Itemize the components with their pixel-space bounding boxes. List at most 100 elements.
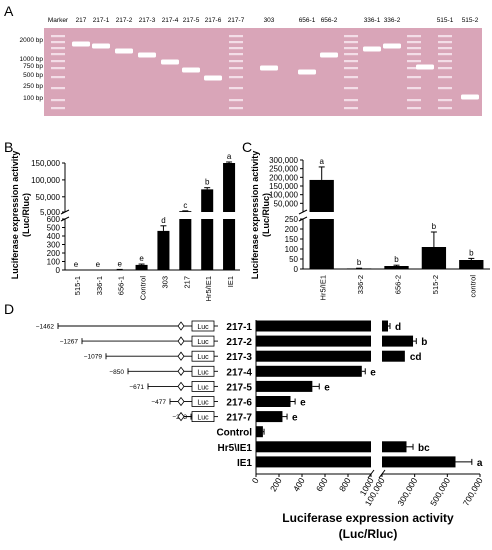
bar: [382, 350, 405, 362]
y-category-label: 217-5: [226, 382, 252, 393]
y-tick-label: 300,000: [269, 156, 298, 165]
bar: [201, 189, 214, 212]
gel-ladder-band: [344, 99, 358, 102]
luc-box-label: Luc: [197, 369, 209, 376]
gel-ladder-band: [344, 87, 358, 90]
significance-letter: c: [183, 201, 187, 210]
construct-start-label: −671: [129, 384, 144, 391]
gel-ladder-band: [229, 99, 243, 102]
tss-diamond-icon: [177, 321, 185, 331]
gel-ladder-band: [51, 41, 65, 44]
gel-band: [138, 52, 156, 58]
gel-lane-label: 303: [264, 17, 275, 24]
gel-ladder-band: [438, 107, 452, 110]
x-tick-label: 300,000: [395, 476, 419, 508]
gel-ladder-band: [229, 47, 243, 50]
gel-lane-label: 217-6: [205, 17, 222, 24]
y-tick-label: 50: [289, 255, 298, 264]
gel-band: [298, 69, 316, 75]
gel-ladder-band: [407, 99, 421, 102]
luc-box-label: Luc: [197, 415, 209, 422]
gel-lane-label: 217-3: [139, 17, 156, 24]
tss-diamond-icon: [177, 366, 185, 376]
x-tick-label: Hr5/IE1: [204, 276, 213, 301]
gel-ladder-band: [438, 41, 452, 44]
bar: [135, 264, 148, 270]
y-tick-label: 0: [294, 265, 299, 274]
bar: [157, 230, 170, 270]
tss-diamond-icon: [177, 351, 185, 361]
gel-lane-label: 656-1: [299, 17, 316, 24]
gel-band: [416, 64, 434, 70]
x-tick-label: IE1: [226, 276, 235, 287]
bar: [459, 260, 484, 269]
gel-marker-label: 750 bp: [23, 63, 43, 70]
gel-marker-label: 250 bp: [23, 83, 43, 90]
gel-band: [260, 65, 278, 71]
gel-ladder-band: [407, 35, 421, 38]
x-tick-label: 800: [337, 476, 353, 494]
gel-ladder-band: [438, 60, 452, 63]
chart-b-ylabel: Luciferase expression activity(Luc/Rluc): [10, 151, 31, 280]
y-tick-label: 150: [285, 235, 299, 244]
gel-ladder-band: [407, 47, 421, 50]
y-tick-label: 100,000: [269, 191, 298, 200]
axis-break-mark: [298, 209, 308, 215]
gel-ladder-band: [229, 76, 243, 79]
y-tick-label: 50,000: [36, 193, 61, 202]
x-tick-label: 400: [291, 476, 307, 494]
gel-ladder-band: [344, 41, 358, 44]
gel-ladder-band: [344, 47, 358, 50]
gel-ladder-band: [407, 67, 421, 70]
gel-ladder-band: [229, 107, 243, 110]
gel-lane-label: 217-2: [116, 17, 133, 24]
y-tick-label: 150,000: [31, 159, 60, 168]
x-tick-label: 515-1: [73, 276, 82, 295]
bar-lower-segment: [201, 219, 214, 270]
gel-band: [204, 75, 222, 81]
gel-lane-label: 217-5: [183, 17, 200, 24]
gel-lane-label: 217: [76, 17, 87, 24]
luc-box-label: Luc: [197, 324, 209, 331]
y-category-label: 217-7: [226, 413, 252, 424]
x-tick-label: 656-2: [393, 275, 402, 294]
bar-lower-segment: [309, 219, 334, 269]
gel-ladder-band: [407, 60, 421, 63]
y-category-label: 217-2: [226, 337, 252, 348]
significance-letter: a: [477, 458, 483, 469]
y-tick-label: 100,000: [31, 176, 60, 185]
gel-ladder-band: [51, 76, 65, 79]
gel-lane-label: 217-1: [93, 17, 110, 24]
panel-label-c: C: [242, 139, 252, 155]
luc-box-label: Luc: [197, 400, 209, 407]
significance-letter: e: [300, 398, 306, 409]
chart-c: Luciferase expression activity(Luc/Rluc)…: [250, 151, 490, 300]
tss-diamond-icon: [177, 396, 185, 407]
gel-lane-label: 336-2: [384, 17, 401, 24]
gel-ladder-band: [344, 76, 358, 79]
y-tick-label: 200: [47, 249, 61, 258]
significance-letter: e: [370, 367, 376, 378]
gel-lane-label: 515-2: [462, 17, 479, 24]
gel-ladder-band: [229, 53, 243, 56]
luc-box-label: Luc: [197, 339, 209, 346]
gel-ladder-band: [229, 67, 243, 70]
tss-diamond-icon: [177, 336, 185, 346]
y-category-label: Hr5\IE1: [218, 443, 253, 454]
y-tick-label: 5,000: [40, 208, 61, 217]
gel-marker-label: 100 bp: [23, 95, 43, 102]
gel-ladder-band: [51, 99, 65, 102]
chart-c-ylabel: Luciferase expression activity(Luc/Rluc): [250, 151, 271, 280]
bar: [384, 266, 409, 269]
gel-ladder-band: [51, 60, 65, 63]
significance-letter: b: [394, 255, 399, 264]
significance-letter: a: [227, 152, 232, 161]
significance-letter: e: [117, 259, 122, 268]
bar: [382, 441, 407, 453]
panel-label-a: A: [4, 3, 14, 19]
y-tick-label: 50,000: [274, 199, 299, 208]
y-tick-label: 200: [285, 225, 299, 234]
x-tick-label: control: [468, 275, 477, 298]
gel-lane-label: Marker: [48, 17, 69, 24]
gel-marker-label: 2000 bp: [20, 37, 44, 44]
